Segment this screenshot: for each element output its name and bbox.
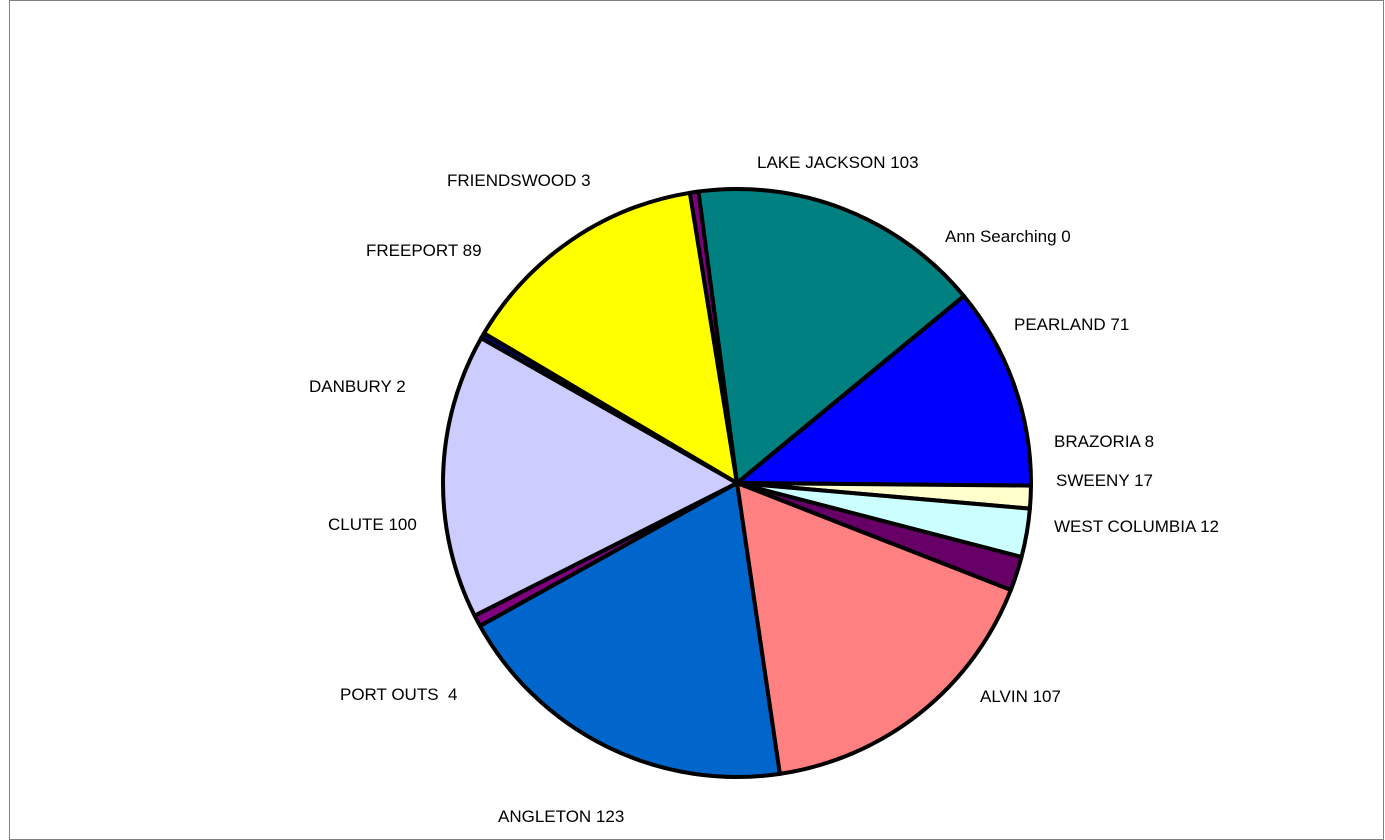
pie-slices [441,187,1033,779]
pie-slice-alvin [735,481,1013,776]
slice-label-pearland: PEARLAND 71 [1014,315,1129,334]
slice-label-lake-jackson: LAKE JACKSON 103 [757,153,919,172]
slice-label-sweeny: SWEENY 17 [1056,471,1153,490]
slice-label-ann-searching: Ann Searching 0 [945,227,1071,246]
slice-label-angleton: ANGLETON 123 [498,807,624,826]
slice-label-danbury: DANBURY 2 [309,377,406,396]
pie-slice-clute [441,336,739,618]
slice-label-brazoria: BRAZORIA 8 [1054,432,1154,451]
slice-label-port-outs: PORT OUTS 4 [340,685,457,704]
pie-slice-lake-jackson [696,187,966,485]
pie-slice-pearland [735,293,1033,488]
pie-slice-freeport [482,190,739,485]
slice-label-west-columbia: WEST COLUMBIA 12 [1054,517,1219,536]
pie-labels: PEARLAND 71 BRAZORIA 8 SWEENY 17 WEST CO… [309,153,1219,826]
pie-slice-angleton [478,481,782,779]
pie-slice-ann-searching [735,293,966,485]
slice-label-clute: CLUTE 100 [328,515,417,534]
slice-label-freeport: FREEPORT 89 [366,241,482,260]
slice-label-alvin: ALVIN 107 [980,687,1061,706]
slice-label-friendswood: FRIENDSWOOD 3 [447,171,591,190]
